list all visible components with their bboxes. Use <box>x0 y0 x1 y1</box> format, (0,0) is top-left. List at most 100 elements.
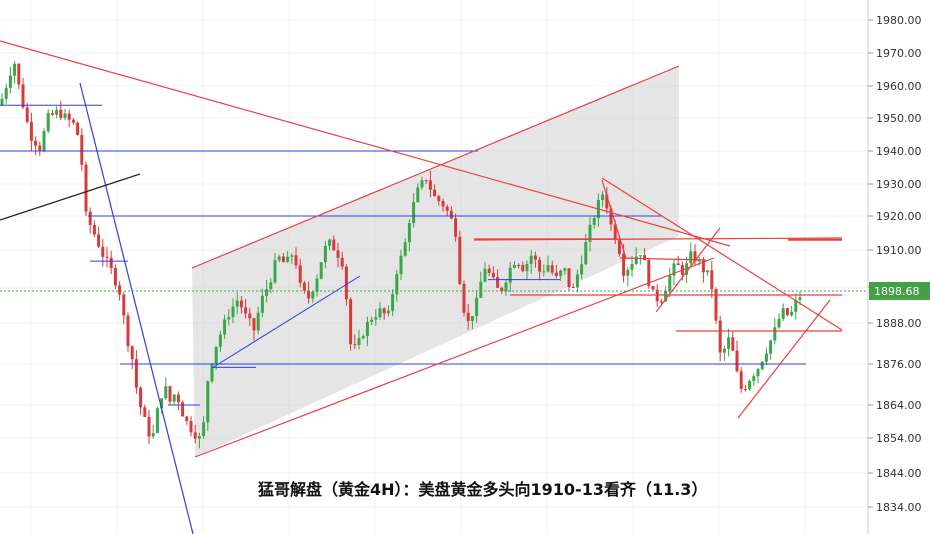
resistance-trend-line <box>473 237 843 241</box>
candle-body <box>176 394 180 403</box>
candle-body <box>323 245 327 263</box>
candle-body <box>185 416 189 421</box>
candle-body <box>361 336 365 339</box>
candle-body <box>21 84 25 108</box>
candle-body <box>0 98 4 106</box>
price-axis: 1980.00 1970.00 1960.00 1950.00 1940.00 1930.… <box>867 0 922 534</box>
downtrend-line <box>79 82 194 534</box>
candle-body <box>634 256 638 264</box>
candle-body <box>13 63 17 76</box>
candle-body <box>714 289 718 321</box>
candle-body <box>508 267 512 283</box>
candle-body <box>168 386 172 402</box>
candle-body <box>571 287 575 289</box>
candle-body <box>601 194 605 200</box>
candle-body <box>567 268 571 288</box>
candle-body <box>46 113 50 132</box>
candle-body <box>353 344 357 346</box>
candle-body <box>773 327 777 341</box>
candle-body <box>269 282 273 290</box>
candle-body <box>189 420 193 433</box>
candle-body <box>71 119 75 123</box>
current-price-label: 1898.68 <box>874 285 920 298</box>
candle-body <box>693 251 697 262</box>
candle-body <box>370 319 374 322</box>
candle-body <box>764 353 768 362</box>
candle-body <box>525 263 529 272</box>
candle-body <box>462 283 466 313</box>
candle-body <box>315 278 319 292</box>
candle-body <box>760 361 764 370</box>
candle-body <box>676 263 680 265</box>
candle-body <box>63 113 67 118</box>
candle-body <box>584 241 588 265</box>
resistance-trend-line <box>191 65 680 269</box>
candle-body <box>252 318 256 331</box>
candle-body <box>437 196 441 201</box>
candle-body <box>386 310 390 314</box>
candle-body <box>638 255 642 257</box>
candle-body <box>391 294 395 311</box>
candle-body <box>277 256 281 261</box>
candle-body <box>777 318 781 328</box>
candle-body <box>487 268 491 273</box>
candle-body <box>130 346 134 360</box>
candle-body <box>500 287 504 292</box>
tick-label: 1980.00 <box>876 14 922 27</box>
candle-body <box>59 109 63 118</box>
candle-body <box>286 256 290 263</box>
trend-line-black <box>0 173 141 221</box>
channel-fill <box>192 66 679 457</box>
candle-body <box>336 250 340 258</box>
current-price-box <box>869 281 930 300</box>
candle-body <box>496 277 500 288</box>
resistance-trend-line <box>0 40 731 247</box>
candle-body <box>769 340 773 354</box>
candle-body <box>718 320 722 353</box>
candle-body <box>365 321 369 337</box>
candle-body <box>668 275 672 291</box>
candle-body <box>281 256 285 263</box>
candle-body <box>101 246 105 257</box>
candle-body <box>403 242 407 256</box>
candle-body <box>399 255 403 275</box>
candle-body <box>122 294 126 316</box>
candle-body <box>428 180 432 190</box>
candle-body <box>542 271 546 273</box>
candle-body <box>475 297 479 317</box>
candle-body <box>357 338 361 346</box>
candle-body <box>172 394 176 402</box>
candle-body <box>622 254 626 276</box>
tick-label: 1950.00 <box>876 112 922 125</box>
candle-body <box>588 224 592 242</box>
candle-body <box>554 272 558 276</box>
resistance-trend-line <box>601 179 627 259</box>
tick-label: 1844.00 <box>876 467 922 480</box>
candle-body <box>8 75 12 88</box>
candle-body <box>748 380 752 390</box>
current-price-tag: 1898.68 <box>0 281 930 300</box>
candle-body <box>424 180 428 182</box>
candle-body <box>218 334 222 347</box>
candle-body <box>214 346 218 364</box>
candle-body <box>76 122 80 135</box>
candle-body <box>290 255 294 257</box>
candle-body <box>445 206 449 211</box>
candle-body <box>55 109 59 115</box>
candle-body <box>739 371 743 389</box>
candle-body <box>785 308 789 316</box>
tick-label: 1854.00 <box>876 432 922 445</box>
candle-body <box>307 290 311 299</box>
candle-body <box>735 350 739 372</box>
candle-body <box>319 262 323 279</box>
candle-body <box>605 194 609 209</box>
candle-body <box>34 140 38 146</box>
candle-body <box>752 376 756 381</box>
candle-body <box>197 436 201 439</box>
candle-body <box>529 255 533 264</box>
candle-body <box>420 180 424 188</box>
candle-body <box>126 315 130 347</box>
candle-body <box>17 63 21 85</box>
candle-body <box>710 270 714 290</box>
candle-body <box>206 381 210 423</box>
